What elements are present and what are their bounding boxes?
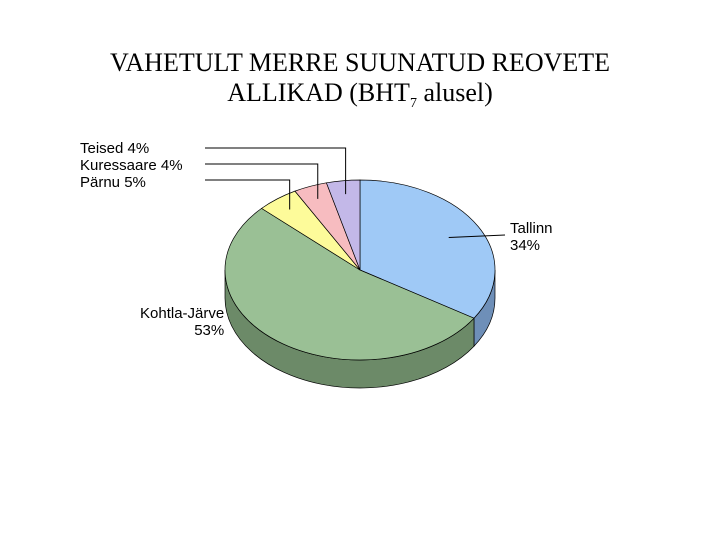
- slice-label: Tallinn34%: [510, 220, 553, 254]
- pie-svg: [150, 140, 570, 440]
- chart-title: VAHETULT MERRE SUUNATUD REOVETE ALLIKAD …: [0, 48, 720, 112]
- title-line-2-post: alusel): [417, 78, 493, 107]
- pie-chart: Tallinn34%Kohtla-Järve53%Pärnu 5%Kuressa…: [150, 140, 570, 440]
- slice-label: Kohtla-Järve53%: [140, 305, 224, 339]
- title-line-1: VAHETULT MERRE SUUNATUD REOVETE: [110, 48, 610, 77]
- slice-label: Kuressaare 4%: [80, 157, 183, 174]
- slice-label: Pärnu 5%: [80, 174, 146, 191]
- title-line-2-pre: ALLIKAD (BHT: [227, 78, 410, 107]
- title-subscript: 7: [410, 96, 417, 111]
- slice-label: Teised 4%: [80, 140, 149, 157]
